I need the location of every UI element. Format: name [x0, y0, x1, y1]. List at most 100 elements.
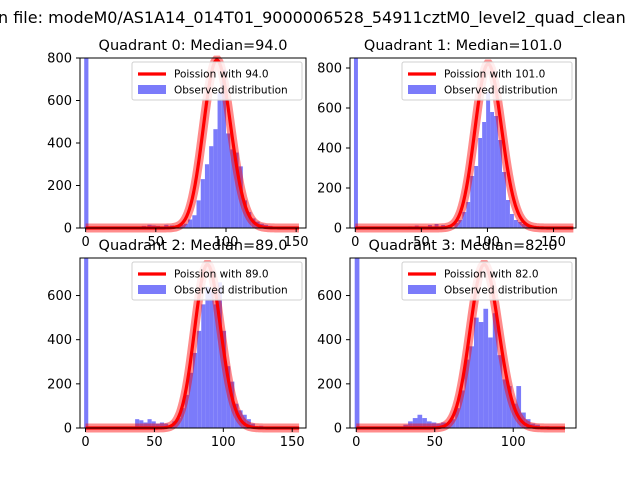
y-tick-label: 600 — [317, 289, 342, 304]
legend-hist-label: Observed distribution — [174, 285, 288, 297]
legend-fit-label: Poission with 101.0 — [444, 69, 545, 81]
hist-bar — [221, 330, 227, 428]
hist-bar — [84, 58, 89, 228]
legend-box — [401, 61, 573, 101]
y-tick-label: 600 — [317, 102, 342, 117]
hist-bar — [354, 258, 360, 428]
hist-bar — [213, 129, 218, 228]
hist-bar — [521, 412, 526, 428]
hist-bar — [246, 419, 251, 428]
hist-bar — [192, 215, 197, 228]
y-tick-label: 400 — [317, 333, 342, 348]
hist-bar — [478, 322, 484, 428]
legend-hist-swatch — [138, 85, 166, 94]
x-tick-label: 100 — [501, 435, 526, 450]
hist-bar — [478, 138, 483, 228]
legend-box — [401, 261, 573, 301]
hist-bar — [497, 355, 503, 428]
hist-bar — [458, 220, 463, 228]
y-tick-label: 200 — [47, 179, 72, 194]
hist-bar — [505, 200, 510, 228]
x-tick-label: 0 — [81, 235, 89, 250]
hist-bar — [483, 308, 489, 428]
hist-bar — [516, 386, 522, 428]
y-tick-label: 400 — [317, 142, 342, 157]
x-tick-label: 150 — [541, 235, 566, 250]
hist-bar — [417, 414, 423, 428]
hist-bar — [517, 222, 522, 228]
legend-fit-label: Poission with 82.0 — [444, 269, 539, 281]
hist-bar — [501, 172, 506, 228]
legend-box — [131, 261, 303, 301]
axes-frame — [349, 257, 577, 429]
y-tick-label: 800 — [317, 62, 342, 77]
hist-bar — [498, 140, 502, 228]
hist-bar — [205, 286, 210, 428]
figure-suptitle: n file: modeM0/AS1A14_014T01_9000006528_… — [0, 8, 626, 28]
hist-bar — [469, 346, 474, 428]
legend-hist-swatch — [138, 285, 166, 294]
hist-bar — [164, 423, 169, 428]
hist-bar — [434, 224, 439, 228]
subplot-1: 0 50 100 150 0 200 400 600 800 Quadrant 1: Median… — [317, 38, 577, 250]
x-tick-label: 50 — [413, 235, 430, 250]
hist-bar — [521, 224, 526, 228]
hist-bar — [525, 419, 531, 428]
hist-bar — [426, 421, 432, 428]
y-tick-label: 600 — [47, 289, 72, 304]
hist-bar — [488, 337, 493, 428]
x-tick-label: 50 — [146, 435, 163, 450]
y-tick-label: 800 — [47, 52, 72, 67]
y-tick-label: 0 — [64, 422, 72, 437]
hist-bar — [403, 424, 409, 428]
x-tick-label: 100 — [214, 235, 239, 250]
subplot-3: 0 50 100 0 200 400 600 Quadrant 3: Median=82.0 P… — [317, 238, 577, 450]
hist-bar — [353, 58, 358, 228]
hist-bar — [135, 419, 140, 428]
x-tick-label: 50 — [148, 235, 165, 250]
hist-bar — [459, 390, 465, 428]
legend-hist-label: Observed distribution — [444, 285, 558, 297]
subplot-title: Quadrant 2: Median=89.0 — [99, 238, 288, 254]
hist-bar — [200, 179, 205, 228]
hist-bar — [455, 408, 460, 428]
hist-bar — [188, 372, 193, 428]
hist-bar — [230, 149, 235, 228]
hist-bar — [450, 419, 456, 428]
x-tick-label: 50 — [426, 435, 443, 450]
x-tick-label: 100 — [475, 235, 500, 250]
y-tick-label: 200 — [317, 377, 342, 392]
hist-bar — [217, 92, 222, 228]
hist-bar — [226, 366, 231, 428]
hist-bar — [513, 220, 518, 228]
hist-bar — [454, 223, 459, 228]
hist-bar — [155, 423, 160, 428]
legend-hist-swatch — [408, 85, 436, 94]
legend-box — [131, 61, 303, 101]
hist-bar — [209, 146, 214, 228]
x-tick-label: 0 — [352, 435, 360, 450]
legend-hist-label: Observed distribution — [444, 85, 558, 97]
hist-bar — [209, 290, 214, 428]
legend-fit-label: Poission with 89.0 — [174, 269, 269, 281]
hist-bar — [234, 152, 239, 228]
subplot-title: Quadrant 0: Median=94.0 — [99, 38, 288, 54]
x-tick-label: 0 — [81, 435, 89, 450]
subplot-title: Quadrant 1: Median=101.0 — [364, 38, 562, 54]
hist-bar — [462, 212, 467, 228]
x-tick-label: 150 — [284, 235, 309, 250]
axes-frame — [79, 257, 307, 429]
x-tick-label: 100 — [211, 435, 236, 450]
hist-bar — [230, 381, 235, 428]
x-tick-label: 150 — [280, 435, 305, 450]
hist-bar — [204, 164, 210, 228]
hist-bar — [470, 176, 475, 228]
hist-bar — [213, 304, 218, 428]
hist-bar — [193, 352, 198, 428]
hist-bar — [84, 258, 89, 428]
hist-bar — [242, 200, 248, 228]
y-tick-label: 200 — [47, 377, 72, 392]
hist-bar — [466, 202, 471, 228]
hist-bar — [502, 379, 507, 428]
